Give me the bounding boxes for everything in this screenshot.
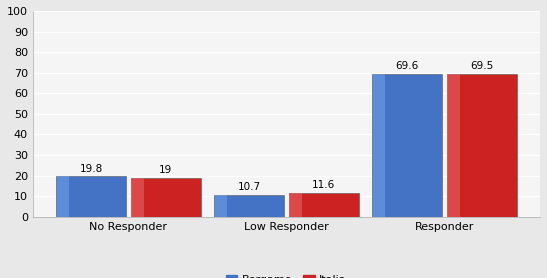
Text: 19: 19 <box>159 165 172 175</box>
Bar <box>131 178 144 217</box>
Bar <box>56 176 126 217</box>
Text: 69.6: 69.6 <box>395 61 419 71</box>
Bar <box>214 195 284 217</box>
Legend: Bergamo, Italia: Bergamo, Italia <box>222 270 351 278</box>
Text: 69.5: 69.5 <box>470 61 493 71</box>
Bar <box>289 193 359 217</box>
Bar <box>56 176 69 217</box>
Bar <box>131 178 201 217</box>
Text: 10.7: 10.7 <box>237 182 261 192</box>
Bar <box>447 74 460 217</box>
Bar <box>373 74 386 217</box>
Bar <box>447 74 517 217</box>
Bar <box>372 74 443 217</box>
Text: 19.8: 19.8 <box>79 163 103 173</box>
Text: 11.6: 11.6 <box>312 180 335 190</box>
Bar <box>289 193 302 217</box>
Bar <box>214 195 228 217</box>
